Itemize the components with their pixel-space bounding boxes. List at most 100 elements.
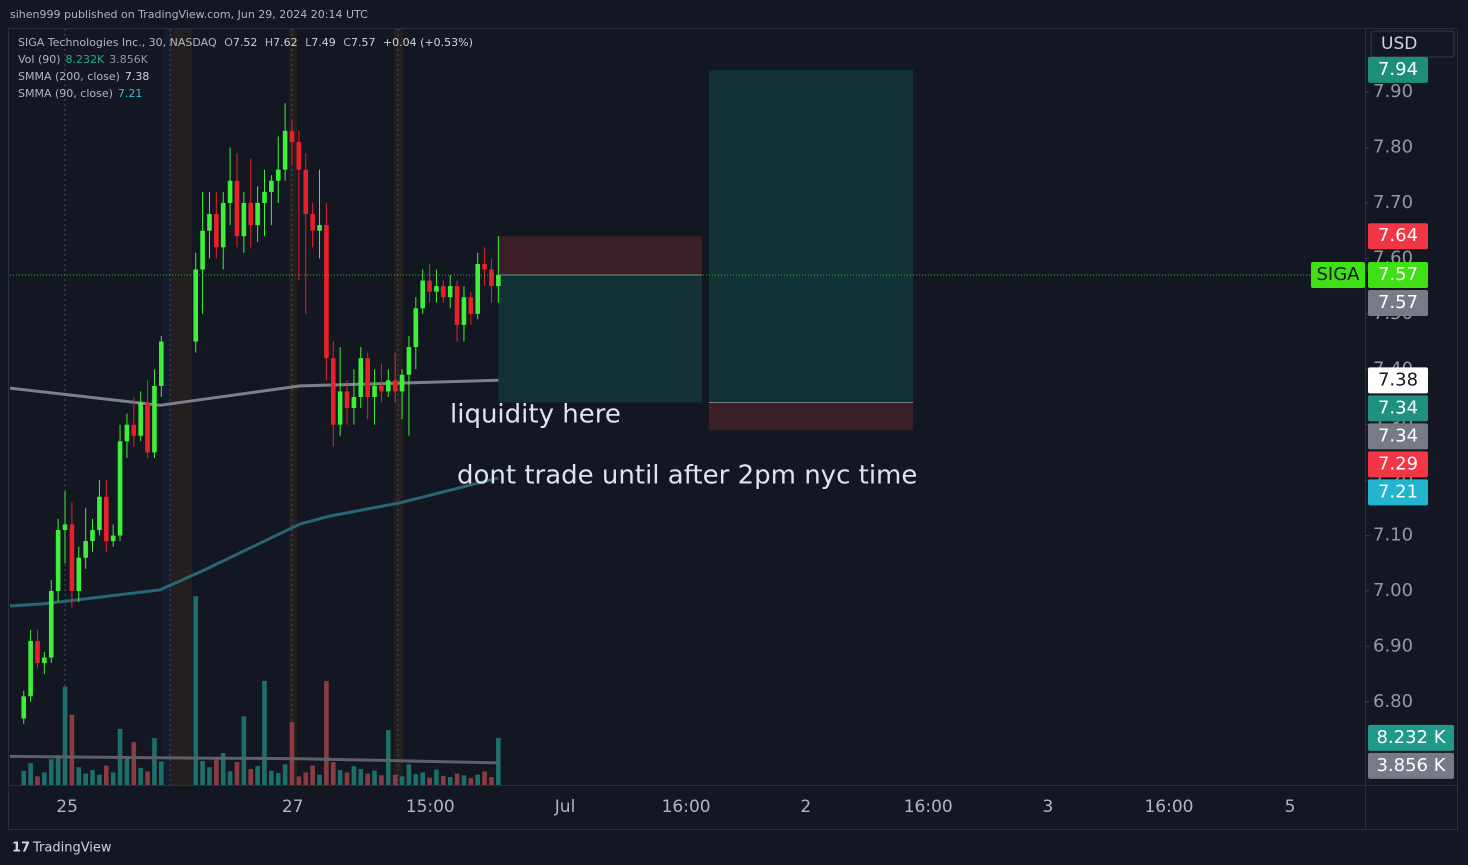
volume-bar xyxy=(365,773,370,785)
volume-bar xyxy=(385,730,391,785)
candle-body xyxy=(434,286,439,292)
candle-body xyxy=(365,358,370,397)
x-tick-label: 2 xyxy=(800,797,811,817)
volume-bar xyxy=(159,761,164,785)
volume-bar xyxy=(468,778,474,785)
volume-bar xyxy=(255,766,260,785)
price-label: 7.94 xyxy=(1378,59,1418,80)
candle-body xyxy=(145,402,150,453)
volume-bar xyxy=(344,772,350,785)
volume-bar xyxy=(55,755,61,785)
volume-bar xyxy=(35,776,40,785)
volume-bar xyxy=(296,776,302,785)
volume-bar xyxy=(48,759,54,785)
price-label-bg xyxy=(1368,290,1428,317)
legend-row: Vol (90) 8.232K 3.856K xyxy=(18,53,149,66)
legend-name: Vol (90) xyxy=(18,53,61,66)
volume-bar xyxy=(489,776,494,785)
currency[interactable]: USD xyxy=(1381,34,1417,54)
volume-bar xyxy=(482,771,487,785)
volume-bar xyxy=(42,772,47,785)
candle-body xyxy=(248,202,254,226)
price-label-bg xyxy=(1368,395,1428,422)
y-tick-label: 6.80 xyxy=(1373,691,1413,712)
volume-label-bg xyxy=(1368,752,1454,779)
candle-body xyxy=(399,374,405,392)
candle-body xyxy=(214,214,219,248)
candle-body xyxy=(193,269,199,342)
volume-bar xyxy=(207,767,212,785)
volume-bar xyxy=(351,766,357,785)
candle-body xyxy=(282,130,288,170)
legend-key: C xyxy=(343,36,351,49)
candle-body xyxy=(351,396,357,409)
candle-body xyxy=(324,225,329,359)
session-band xyxy=(394,29,403,785)
y-tick-label: 7.70 xyxy=(1373,192,1413,213)
candle-body xyxy=(35,640,40,664)
candle-body xyxy=(379,385,384,392)
candle-body xyxy=(385,380,391,392)
volume-label-bg xyxy=(1368,724,1454,751)
price-label-bg xyxy=(1368,479,1428,506)
candle-body xyxy=(103,496,109,542)
candle-body xyxy=(475,263,481,314)
price-label-bg xyxy=(1368,262,1428,289)
candle-body xyxy=(275,169,281,181)
candle-body xyxy=(152,385,157,453)
candle-body xyxy=(413,308,419,348)
symbol-tag: SIGA xyxy=(1317,264,1361,285)
candle-body xyxy=(76,557,82,591)
sessions xyxy=(64,29,403,785)
candle-body xyxy=(392,380,398,392)
x-tick-label: 15:00 xyxy=(406,797,455,817)
volume-bar xyxy=(399,776,405,785)
target-zone xyxy=(498,275,702,403)
candle-body xyxy=(234,180,240,237)
candle-body xyxy=(310,214,315,231)
candle-body xyxy=(42,657,47,664)
volume-bar xyxy=(461,775,467,785)
volume-bar xyxy=(303,772,309,785)
candle-body xyxy=(454,286,460,325)
price-label-bg xyxy=(1368,423,1428,450)
candle-body xyxy=(344,391,350,409)
plot xyxy=(9,69,1365,785)
candle-body xyxy=(427,280,432,292)
legend-value: 7.62 xyxy=(273,36,298,49)
volume-bar xyxy=(269,770,274,785)
volume-bar xyxy=(152,738,157,785)
candle-body xyxy=(110,535,116,542)
volume-label: 3.856 K xyxy=(1376,755,1446,776)
y-tick-label: 7.10 xyxy=(1373,525,1413,546)
candle-body xyxy=(55,530,61,591)
legend-value: 3.856K xyxy=(109,53,148,66)
candle-body xyxy=(358,358,364,397)
x-tick-label: 16:00 xyxy=(904,797,953,817)
y-tick-label: 7.00 xyxy=(1373,580,1413,601)
volume-bar xyxy=(262,680,267,785)
legend-key: H xyxy=(265,36,273,49)
candle-body xyxy=(227,180,233,203)
volume-bar xyxy=(21,770,27,785)
candle-body xyxy=(83,541,88,558)
candle-body xyxy=(97,496,102,531)
legend-name: SMMA (200, close) xyxy=(18,70,120,83)
volume-bar xyxy=(434,769,439,785)
stop-zone xyxy=(498,236,702,276)
candle-body xyxy=(441,286,446,298)
legend-key: O xyxy=(224,36,233,49)
volume-bar xyxy=(454,773,460,785)
volume-bar xyxy=(97,774,102,785)
line-series xyxy=(9,476,499,608)
volume-bar xyxy=(413,774,419,785)
stop-zone xyxy=(708,402,914,431)
candle-body xyxy=(255,202,260,226)
candle-body xyxy=(303,169,309,215)
candle-body xyxy=(159,341,164,386)
candle-body xyxy=(420,280,425,309)
price-label-bg xyxy=(1368,223,1428,250)
x-tick-label: 3 xyxy=(1043,797,1054,817)
candle-body xyxy=(124,424,130,442)
